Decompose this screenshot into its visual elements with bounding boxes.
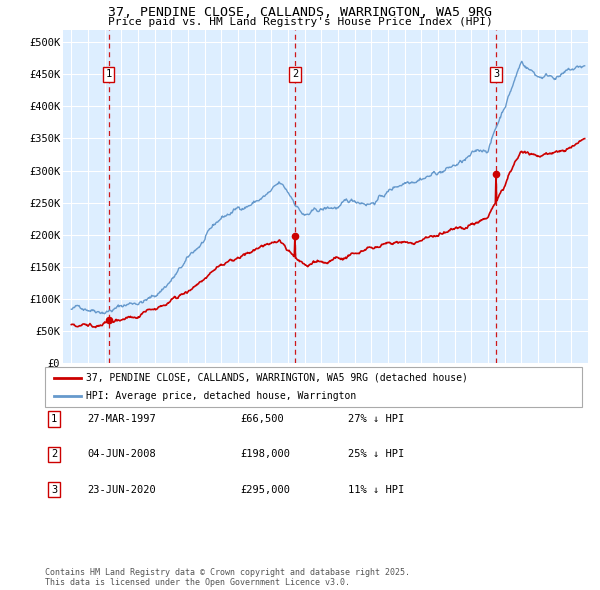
- Text: 11% ↓ HPI: 11% ↓ HPI: [348, 485, 404, 494]
- Text: Contains HM Land Registry data © Crown copyright and database right 2025.
This d: Contains HM Land Registry data © Crown c…: [45, 568, 410, 587]
- Text: 1: 1: [51, 414, 57, 424]
- Text: 27-MAR-1997: 27-MAR-1997: [87, 414, 156, 424]
- Text: 2: 2: [51, 450, 57, 459]
- Text: £295,000: £295,000: [240, 485, 290, 494]
- Text: HPI: Average price, detached house, Warrington: HPI: Average price, detached house, Warr…: [86, 391, 356, 401]
- Text: 04-JUN-2008: 04-JUN-2008: [87, 450, 156, 459]
- Text: £198,000: £198,000: [240, 450, 290, 459]
- Text: £66,500: £66,500: [240, 414, 284, 424]
- Text: 1: 1: [106, 70, 112, 80]
- Text: 3: 3: [51, 485, 57, 494]
- Text: 25% ↓ HPI: 25% ↓ HPI: [348, 450, 404, 459]
- Text: 3: 3: [493, 70, 499, 80]
- Text: 23-JUN-2020: 23-JUN-2020: [87, 485, 156, 494]
- Text: 37, PENDINE CLOSE, CALLANDS, WARRINGTON, WA5 9RG: 37, PENDINE CLOSE, CALLANDS, WARRINGTON,…: [108, 6, 492, 19]
- Text: Price paid vs. HM Land Registry's House Price Index (HPI): Price paid vs. HM Land Registry's House …: [107, 17, 493, 27]
- Text: 27% ↓ HPI: 27% ↓ HPI: [348, 414, 404, 424]
- Text: 2: 2: [292, 70, 298, 80]
- Text: 37, PENDINE CLOSE, CALLANDS, WARRINGTON, WA5 9RG (detached house): 37, PENDINE CLOSE, CALLANDS, WARRINGTON,…: [86, 373, 467, 383]
